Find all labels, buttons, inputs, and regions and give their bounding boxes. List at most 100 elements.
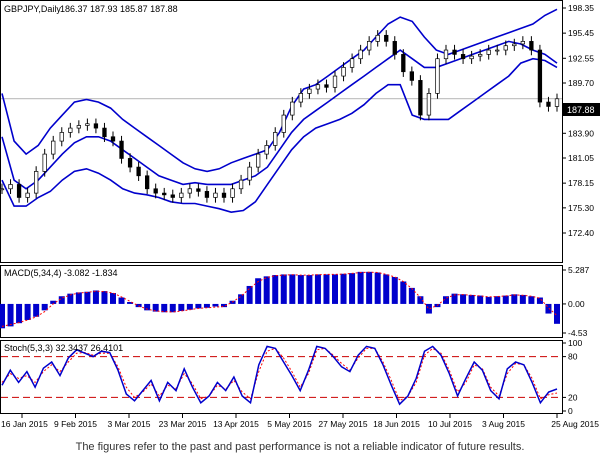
macd-histogram-bar [314, 274, 321, 304]
macd-y-tick-label: -4.53 [568, 328, 588, 338]
macd-histogram-bar [101, 291, 108, 304]
macd-histogram-bar [118, 297, 125, 304]
macd-histogram-bar [221, 303, 227, 308]
macd-signal-line [1, 271, 558, 327]
stoch-label: Stoch(5,3,3) 32.3437 26.4101 [4, 343, 123, 353]
symbol-label: GBPJPY,Daily [4, 4, 61, 14]
macd-histogram-bar [161, 303, 168, 313]
price-candle-body [418, 80, 423, 116]
macd-histogram-bar [186, 303, 193, 310]
macd-histogram-bar [50, 300, 57, 304]
price-y-tick-label: 195.45 [568, 28, 594, 38]
x-axis-tick-label: 16 Jan 2015 [1, 419, 48, 429]
price-candle-body [469, 55, 474, 60]
macd-histogram-bar [246, 285, 253, 304]
price-candle-body [85, 123, 90, 126]
stoch-y-tick-label: 20 [568, 392, 578, 402]
price-y-tick-label: 178.15 [568, 178, 594, 188]
last-price-box [563, 103, 600, 116]
price-candle-body [102, 127, 107, 138]
price-candle-body [486, 49, 491, 55]
x-axis-tick-label: 5 May 2015 [267, 419, 312, 429]
macd-panel-frame [0, 265, 563, 338]
price-candle-body [34, 171, 39, 194]
macd-histogram-bar [127, 302, 134, 304]
macd-histogram-bar [528, 296, 535, 304]
x-axis-tick-label: 27 May 2015 [318, 419, 367, 429]
macd-histogram-bar [323, 274, 330, 304]
price-candle-body [367, 41, 372, 51]
stoch-signal-line [1, 347, 558, 402]
macd-histogram-bar [280, 274, 287, 304]
price-candle-body [256, 153, 261, 168]
price-candle-body [238, 179, 244, 190]
price-candle-body [247, 166, 252, 181]
price-candle-body [68, 127, 73, 133]
price-candle-body [520, 41, 525, 45]
macd-histogram-bar [536, 297, 543, 304]
price-candle-body [42, 153, 47, 172]
price-candle-body [409, 71, 414, 81]
macd-histogram-bar [16, 303, 23, 324]
price-candle-body [503, 45, 508, 51]
macd-histogram-bar [357, 271, 364, 304]
price-candle-body [8, 184, 13, 190]
price-candle-body [76, 125, 81, 129]
macd-histogram-bar [306, 275, 313, 304]
stoch-y-tick-label: 80 [568, 352, 578, 362]
macd-histogram-bar [374, 272, 381, 304]
x-axis-tick-label: 9 Feb 2015 [54, 419, 97, 429]
price-candle-body [196, 188, 201, 192]
price-candle-body [529, 41, 534, 51]
price-candle-body [162, 192, 167, 196]
price-candle-body [51, 140, 56, 155]
macd-histogram-bar [84, 291, 91, 304]
macd-histogram-bar [58, 296, 65, 304]
price-candle-body [349, 58, 355, 68]
price-candle-body [537, 49, 543, 103]
price-candle-body [392, 41, 397, 55]
price-candle-body [264, 145, 269, 155]
macd-histogram-bar [144, 303, 151, 311]
price-candle-body [230, 188, 235, 198]
price-y-tick-label: 181.05 [568, 153, 594, 163]
macd-histogram-bar [417, 296, 424, 304]
macd-histogram-bar [366, 271, 373, 304]
price-candle-body [0, 188, 5, 191]
macd-histogram-bar [67, 293, 74, 304]
macd-histogram-bar [554, 303, 560, 324]
price-candle-body [315, 84, 321, 90]
macd-histogram-bar [468, 294, 475, 304]
price-candle-body [204, 191, 210, 198]
price-candle-body [221, 192, 227, 198]
price-panel-frame [0, 0, 563, 263]
x-axis-tick-label: 25 Aug 2015 [551, 419, 599, 429]
x-axis-tick-label: 3 Aug 2015 [482, 419, 525, 429]
stoch-y-tick-label: 100 [568, 338, 582, 348]
disclaimer-text: The figures refer to the past and past p… [75, 441, 525, 453]
macd-histogram-bar [110, 293, 116, 304]
macd-histogram-bar [203, 303, 210, 308]
price-candle-body [426, 93, 432, 116]
macd-histogram-bar [332, 274, 338, 304]
price-candle-body [384, 34, 389, 42]
price-candle-body [145, 175, 150, 190]
macd-histogram-bar [502, 295, 509, 304]
price-candle-body [358, 49, 363, 60]
macd-histogram-bar [7, 303, 14, 327]
macd-histogram-bar [425, 303, 432, 314]
bollinger-lower-band [1, 57, 558, 214]
macd-histogram-bar [494, 296, 501, 304]
price-candle-body [332, 75, 338, 88]
price-candle-body [298, 93, 303, 103]
price-candle-body [59, 132, 64, 142]
macd-histogram-bar [24, 303, 31, 320]
price-y-tick-label: 189.70 [568, 78, 594, 88]
macd-histogram-bar [485, 296, 492, 304]
last-price-label: 187.88 [567, 105, 595, 115]
price-candle-body [324, 84, 329, 88]
macd-histogram-bar [400, 281, 407, 304]
price-candle-body [187, 188, 192, 194]
price-candle-body [110, 136, 116, 142]
